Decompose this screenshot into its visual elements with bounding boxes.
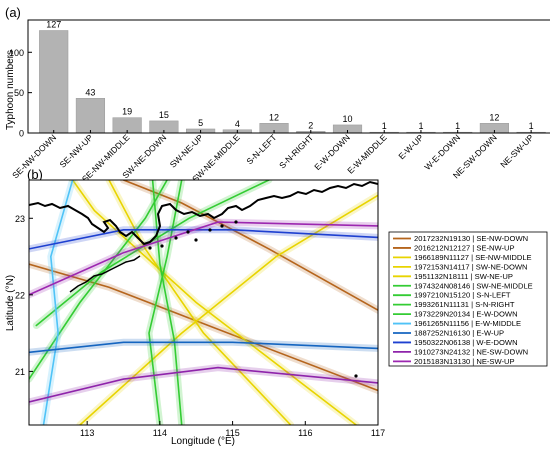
track-line bbox=[29, 180, 168, 380]
bar-category-label: E-W-DOWN bbox=[312, 132, 352, 172]
island-dot bbox=[234, 220, 238, 224]
legend-entry: 1961265N11156 | E-W-MIDDLE bbox=[414, 319, 521, 328]
legend-entry: 1966189N11127 | SE-NW-MIDDLE bbox=[414, 253, 532, 262]
bar-y-tick-label: 100 bbox=[9, 48, 24, 58]
track-line bbox=[29, 341, 378, 354]
legend-entry: 1972153N14117 | SW-NE-DOWN bbox=[414, 262, 528, 271]
bar-value-labels: 127 43 19 15 5 4 12 2 10 1 1 1 12 1 bbox=[46, 19, 533, 131]
track-line bbox=[42, 180, 74, 425]
bar-category-label: S-N-LEFT bbox=[244, 132, 278, 166]
legend-entry: 2015183N13130 | NE-SW-UP bbox=[414, 357, 515, 366]
bar-value-label: 43 bbox=[85, 87, 95, 97]
track-line bbox=[79, 194, 378, 425]
bar-value-label: 19 bbox=[122, 107, 132, 117]
panel-a-label: (a) bbox=[5, 5, 21, 20]
island-dot bbox=[220, 224, 224, 228]
map-x-tick-label: 117 bbox=[371, 428, 385, 438]
bar-y-tick-label: 50 bbox=[14, 88, 24, 98]
legend-entry: 1887252N16130 | E-W-UP bbox=[414, 329, 504, 338]
map-x-tick-label: 113 bbox=[80, 428, 94, 438]
map-tracks bbox=[29, 180, 378, 425]
track-line bbox=[29, 263, 378, 392]
panel-b-label: (b) bbox=[27, 167, 43, 182]
bar-value-label: 5 bbox=[198, 118, 203, 128]
legend-entry: 1973229N20134 | E-W-DOWN bbox=[414, 310, 518, 319]
map-y-tick-label: 21 bbox=[15, 367, 25, 377]
map-x-ticks: 113 114 115 116 117 bbox=[80, 421, 385, 438]
island-dot bbox=[194, 238, 198, 242]
track-line bbox=[122, 180, 378, 311]
map-x-tick-label: 115 bbox=[225, 428, 239, 438]
bar-category-labels: SE-NW-DOWN SE-NW-UPSE-NW-MIDDLESW-NE-DOWN… bbox=[10, 130, 536, 184]
bar-se-nw-up bbox=[75, 98, 106, 134]
bar-value-label: 10 bbox=[342, 114, 352, 124]
legend-entry: 1974324N08146 | SW-NE-MIDDLE bbox=[414, 281, 533, 290]
bar-value-label: 4 bbox=[235, 119, 240, 129]
bar-category-label: SE-NW-UP bbox=[57, 132, 95, 170]
legend-entry: 1951132N18111 | SW-NE-UP bbox=[414, 272, 513, 281]
coastline-islands-south bbox=[69, 255, 141, 293]
bar-category-label: SW-NE-UP bbox=[168, 132, 206, 170]
map-y-ticks: 21 22 23 bbox=[15, 214, 33, 377]
legend-entry: 1993261N11131 | S-N-RIGHT bbox=[414, 300, 515, 309]
track-line bbox=[151, 180, 183, 425]
bar-se-nw-down bbox=[39, 30, 69, 134]
track-line bbox=[71, 180, 357, 425]
bar-value-label: 12 bbox=[269, 112, 279, 122]
legend-entry: 2016212N12127 | SE-NW-UP bbox=[414, 243, 515, 252]
map-plot-frame bbox=[28, 179, 379, 426]
bar-value-label: 1 bbox=[382, 121, 387, 131]
bar-y-tick-label: 0 bbox=[19, 129, 24, 139]
bar-value-label: 127 bbox=[46, 19, 61, 29]
bar-value-label: 12 bbox=[489, 112, 499, 122]
island-dot bbox=[354, 374, 358, 378]
track-line bbox=[29, 229, 378, 250]
map-y-tick-label: 23 bbox=[15, 214, 25, 224]
island-dot bbox=[208, 228, 212, 232]
bar-value-label: 2 bbox=[308, 120, 313, 130]
legend-box bbox=[388, 231, 548, 367]
coastline-mainland bbox=[29, 180, 378, 246]
bar-category-label: W-E-DOWN bbox=[422, 132, 462, 172]
bar-category-label: NE-SW-UP bbox=[498, 132, 536, 170]
legend-entry: 1950322N06138 | W-E-DOWN bbox=[414, 338, 518, 347]
bar-value-label: 1 bbox=[418, 121, 423, 131]
bar-value-label: 1 bbox=[455, 121, 460, 131]
island-dot bbox=[148, 246, 152, 250]
bar-category-label: S-N-RIGHT bbox=[277, 132, 315, 170]
bar-category-label: E-W-UP bbox=[396, 132, 425, 161]
bar-value-label: 1 bbox=[529, 121, 534, 131]
coastline bbox=[29, 180, 378, 378]
track-line bbox=[108, 180, 292, 425]
track-line bbox=[29, 366, 378, 403]
map-legend: 2017232N19130 | SE-NW-DOWN2016212N12127 … bbox=[388, 231, 548, 367]
legend-entry: 1997210N15120 | S-N-LEFT bbox=[414, 291, 511, 300]
island-dot bbox=[186, 230, 190, 234]
bar-plot-frame bbox=[27, 19, 550, 134]
island-dot bbox=[174, 236, 178, 240]
map-background bbox=[29, 180, 378, 425]
legend-entry: 2017232N19130 | SE-NW-DOWN bbox=[414, 234, 528, 243]
map-x-tick-label: 116 bbox=[298, 428, 312, 438]
bar-y-axis-label: Typhoon numbers bbox=[5, 50, 16, 130]
bar-series bbox=[39, 30, 546, 134]
bar-value-label: 15 bbox=[159, 110, 169, 120]
track-line bbox=[148, 180, 183, 425]
legend-entry: 1910273N24132 | NE-SW-DOWN bbox=[414, 347, 528, 356]
map-y-axis-label: Latitude (°N) bbox=[5, 275, 16, 331]
map-x-tick-label: 114 bbox=[153, 428, 167, 438]
legend-items: 2017232N19130 | SE-NW-DOWN2016212N12127 … bbox=[393, 234, 533, 366]
track-line bbox=[29, 221, 378, 296]
bar-category-label: E-W-MIDDLE bbox=[345, 132, 389, 176]
map-y-tick-label: 22 bbox=[15, 290, 25, 300]
island-dot bbox=[160, 244, 164, 248]
map-x-axis-label: Longitude (°E) bbox=[171, 436, 235, 447]
